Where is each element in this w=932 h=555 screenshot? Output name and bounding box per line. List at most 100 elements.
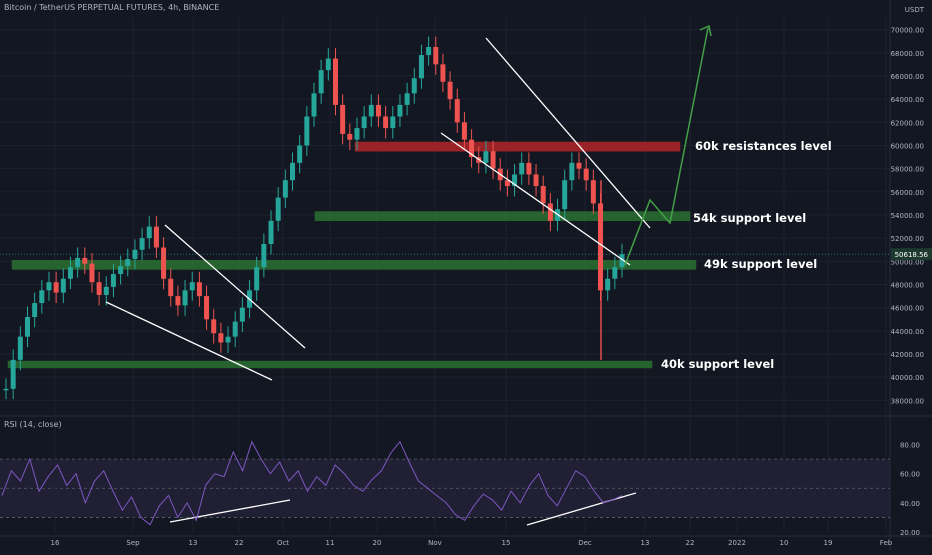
projection-arrowhead [699, 24, 712, 37]
candle-63 [454, 99, 460, 123]
candle-57 [411, 78, 417, 94]
price-tick-label: 50000.00 [891, 258, 924, 266]
candle-0 [3, 388, 9, 391]
candle-74 [533, 174, 539, 187]
candle-13 [96, 282, 102, 295]
trendline-4 [485, 37, 651, 229]
candle-22 [161, 247, 167, 279]
candle-82 [590, 180, 596, 204]
price-tick-label: 62000.00 [891, 119, 924, 127]
candle-42 [304, 116, 310, 146]
candle-53 [383, 116, 389, 129]
rsi-tick-label: 60.00 [900, 471, 920, 479]
price-tick-label: 58000.00 [891, 166, 924, 174]
price-axis: 70000.00 68000.00 66000.00 64000.00 62000.00… [891, 27, 932, 537]
rsi-title: RSI (14, close) [4, 420, 62, 429]
time-tick-label: Sep [126, 539, 140, 547]
candle-72 [519, 162, 525, 175]
time-tick-label: Dec [578, 539, 592, 547]
candle-61 [440, 64, 446, 82]
candle-73 [526, 162, 532, 175]
candle-18 [132, 249, 138, 260]
candle-36 [261, 243, 267, 268]
annotation-3: 49k support level [704, 257, 817, 271]
rsi-tick-label: 40.00 [900, 500, 920, 508]
chart-title: Bitcoin / TetherUS PERPETUAL FUTURES, 4h… [4, 3, 220, 12]
candle-51 [368, 104, 374, 117]
candle-12 [89, 263, 95, 283]
current-price-label: 50618.56 [895, 251, 929, 259]
candle-33 [239, 307, 245, 322]
candle-29 [211, 319, 217, 334]
rsi-tick-label: 80.00 [900, 442, 920, 450]
candle-27 [196, 282, 202, 297]
candle-41 [297, 145, 303, 163]
price-tick-label: 64000.00 [891, 96, 924, 104]
candle-39 [282, 180, 288, 198]
candle-67 [483, 151, 489, 163]
time-tick-label: 16 [51, 539, 60, 547]
zone-4 [7, 360, 653, 369]
annotation-2: 54k support level [693, 211, 806, 225]
price-zones [7, 141, 697, 369]
zone-3 [11, 259, 697, 270]
time-tick-label: Feb [880, 539, 893, 547]
time-tick-label: 22 [686, 539, 695, 547]
price-tick-label: 66000.00 [891, 73, 924, 81]
candle-16 [118, 265, 124, 275]
time-tick-label: Nov [428, 539, 442, 547]
trendlines [105, 37, 651, 526]
rsi-tick-label: 20.00 [900, 529, 920, 537]
price-series [0, 36, 890, 400]
candle-44 [318, 70, 324, 94]
candle-10 [75, 257, 81, 268]
price-tick-label: 44000.00 [891, 328, 924, 336]
candle-30 [218, 333, 224, 343]
candle-76 [547, 203, 553, 221]
candle-26 [189, 282, 195, 291]
candle-78 [562, 180, 568, 210]
candle-37 [268, 220, 274, 244]
price-tick-label: 52000.00 [891, 235, 924, 243]
candle-60 [433, 46, 439, 65]
candle-15 [110, 274, 116, 287]
candle-23 [168, 278, 174, 297]
candle-52 [375, 104, 381, 117]
candle-56 [404, 93, 410, 105]
candle-84 [605, 278, 611, 291]
candle-11 [82, 257, 88, 264]
candle-43 [311, 93, 317, 117]
zone-2 [314, 211, 691, 222]
trendline-3 [440, 132, 631, 266]
candle-86 [619, 254, 625, 268]
time-tick-label: 10 [780, 539, 789, 547]
candle-85 [612, 267, 618, 279]
price-tick-label: 54000.00 [891, 212, 924, 220]
rsi-line [1, 440, 623, 526]
candle-40 [290, 162, 296, 181]
candle-1 [10, 359, 16, 389]
candle-6 [46, 282, 52, 291]
candle-14 [103, 286, 109, 295]
price-tick-label: 60000.00 [891, 142, 924, 150]
candle-47 [340, 104, 346, 134]
time-tick-label: 11 [326, 539, 335, 547]
candle-68 [490, 151, 496, 169]
candle-58 [418, 55, 424, 79]
time-tick-label: 2022 [728, 539, 746, 547]
candle-20 [146, 226, 152, 239]
price-tick-label: 46000.00 [891, 305, 924, 313]
time-tick-label: Oct [277, 539, 289, 547]
candle-25 [182, 290, 188, 306]
candle-17 [125, 259, 131, 266]
candle-54 [390, 116, 396, 129]
candle-80 [576, 162, 582, 169]
candle-50 [361, 116, 367, 129]
candle-79 [569, 162, 575, 181]
price-tick-label: 70000.00 [891, 27, 924, 35]
candle-24 [175, 296, 181, 306]
candle-21 [153, 226, 159, 248]
annotation-4: 40k support level [661, 357, 774, 371]
